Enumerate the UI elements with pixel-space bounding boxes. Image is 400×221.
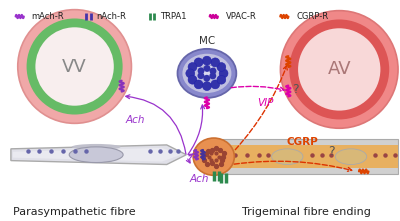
- Text: MC: MC: [199, 36, 215, 46]
- Text: CGRP-R: CGRP-R: [296, 12, 328, 21]
- Circle shape: [198, 72, 204, 79]
- Circle shape: [217, 63, 226, 71]
- Text: CGRP: CGRP: [286, 137, 318, 147]
- Circle shape: [18, 10, 132, 123]
- Circle shape: [204, 65, 210, 72]
- Circle shape: [217, 75, 226, 84]
- Circle shape: [280, 11, 398, 128]
- Text: VIP: VIP: [258, 98, 274, 108]
- Circle shape: [198, 67, 204, 74]
- Text: AV: AV: [328, 61, 351, 78]
- Circle shape: [194, 58, 203, 67]
- Circle shape: [203, 75, 210, 82]
- Circle shape: [210, 68, 216, 74]
- Ellipse shape: [202, 65, 216, 78]
- Text: ?: ?: [328, 145, 335, 158]
- Ellipse shape: [182, 54, 232, 93]
- Text: nAch-R: nAch-R: [96, 12, 126, 21]
- Circle shape: [289, 19, 389, 119]
- Polygon shape: [11, 145, 186, 164]
- Text: TRPA1: TRPA1: [160, 12, 186, 21]
- Ellipse shape: [193, 138, 234, 175]
- Circle shape: [298, 28, 380, 110]
- Circle shape: [188, 63, 197, 71]
- Text: mAch-R: mAch-R: [32, 12, 64, 21]
- Polygon shape: [222, 145, 398, 168]
- Circle shape: [211, 58, 220, 67]
- Ellipse shape: [69, 147, 123, 163]
- Circle shape: [211, 80, 220, 89]
- Text: VV: VV: [62, 57, 87, 76]
- Text: Parasympathetic fibre: Parasympathetic fibre: [13, 207, 136, 217]
- Circle shape: [202, 82, 211, 91]
- Polygon shape: [222, 139, 398, 174]
- Text: Trigeminal fibre ending: Trigeminal fibre ending: [242, 207, 371, 217]
- Ellipse shape: [335, 149, 367, 164]
- Circle shape: [219, 69, 228, 78]
- Ellipse shape: [72, 144, 121, 150]
- Ellipse shape: [178, 49, 236, 98]
- Circle shape: [202, 56, 211, 65]
- Ellipse shape: [272, 149, 303, 164]
- Text: Ach: Ach: [126, 115, 145, 125]
- Polygon shape: [13, 148, 182, 162]
- Circle shape: [188, 75, 197, 84]
- Text: Ach: Ach: [189, 174, 209, 184]
- Circle shape: [26, 19, 123, 114]
- Text: VPAC-R: VPAC-R: [226, 12, 256, 21]
- Circle shape: [35, 27, 114, 106]
- Circle shape: [209, 72, 216, 79]
- Circle shape: [194, 80, 203, 89]
- Circle shape: [186, 69, 195, 78]
- Text: ?: ?: [292, 83, 298, 95]
